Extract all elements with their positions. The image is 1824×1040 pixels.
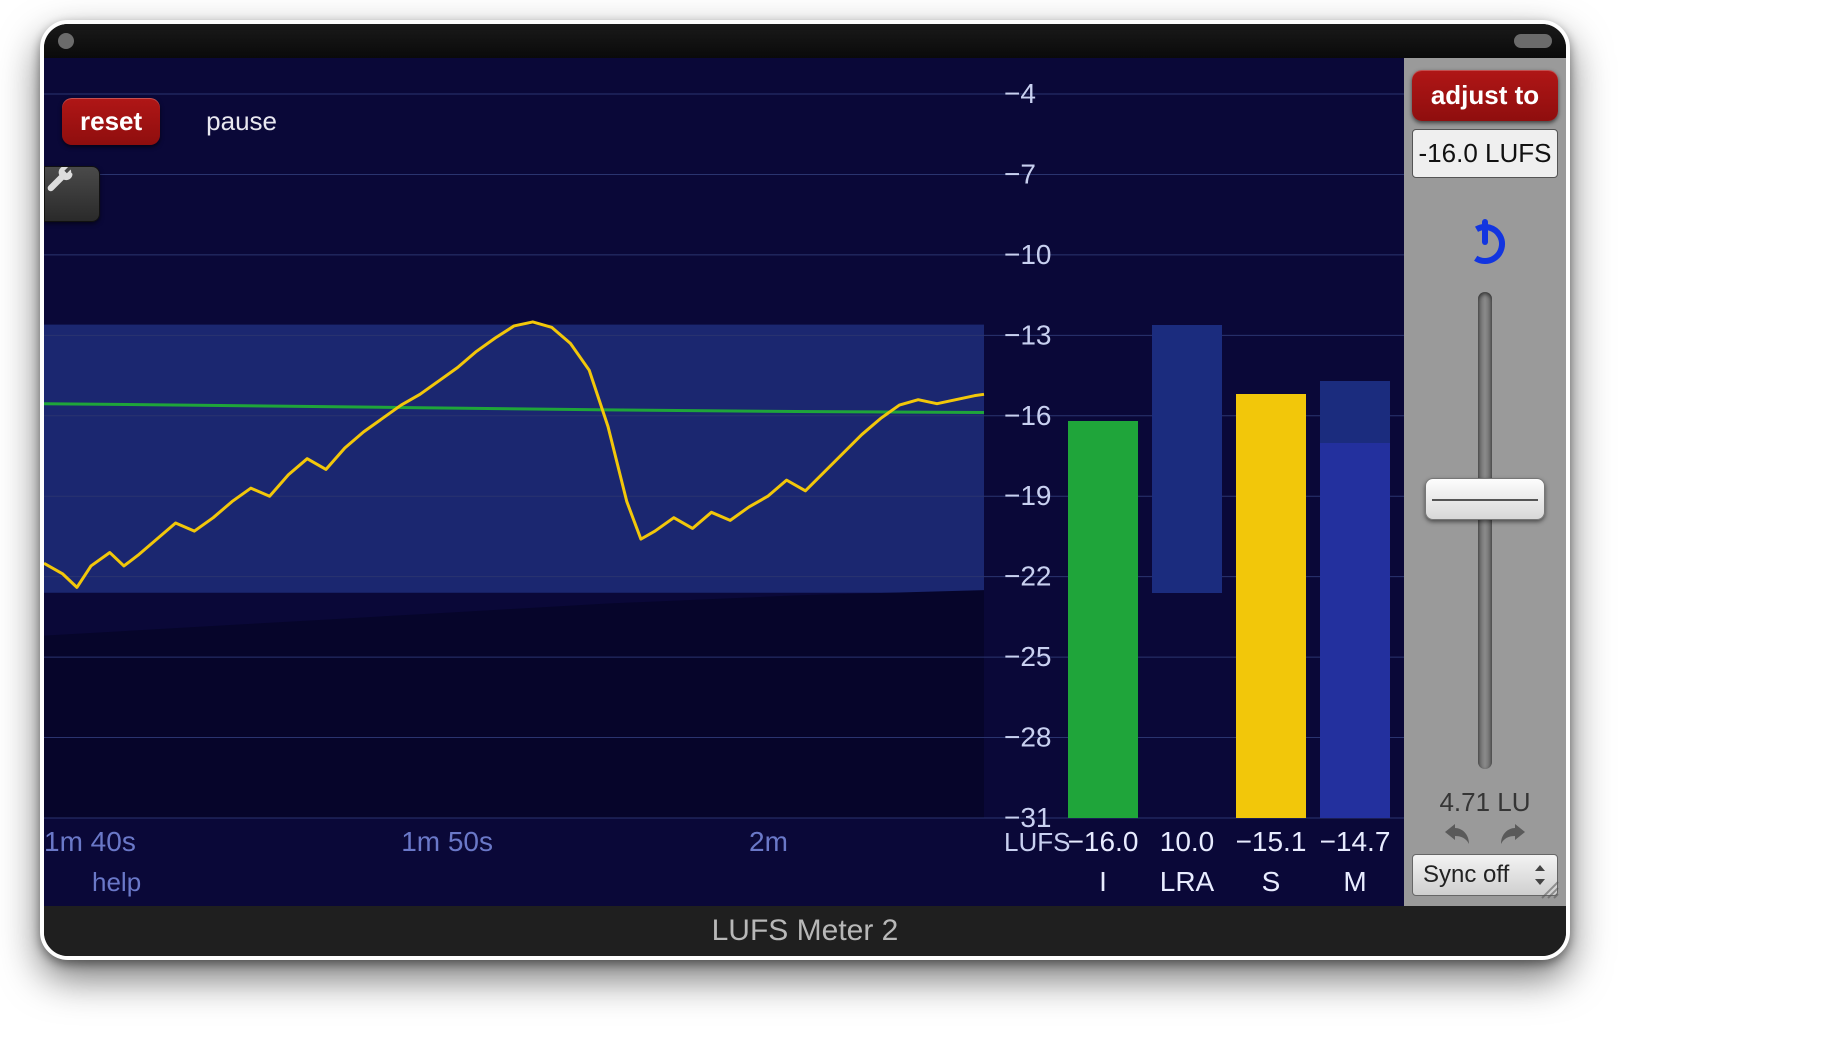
svg-text:−16: −16	[1004, 400, 1052, 431]
time-axis-label: 1m 50s	[401, 826, 493, 858]
svg-text:−28: −28	[1004, 722, 1052, 753]
meter-bar-fill	[1320, 443, 1390, 818]
redo-icon[interactable]	[1497, 824, 1527, 848]
time-axis-label: 1m 40s	[44, 826, 136, 858]
sync-dropdown-label: Sync off	[1423, 861, 1509, 889]
gain-slider[interactable]	[1478, 292, 1492, 769]
gain-readout: 4.71 LU	[1439, 787, 1530, 818]
meter-bar-integrated	[1068, 94, 1138, 818]
history-chart: −4−7−10−13−16−19−22−25−28−31 reset pause…	[44, 58, 1064, 906]
meter-bar-fill	[1068, 421, 1138, 818]
svg-text:−13: −13	[1004, 319, 1052, 350]
meter-bar-label: M	[1305, 866, 1405, 898]
reset-button[interactable]: reset	[62, 98, 160, 145]
meter-bar-fill	[1236, 394, 1306, 818]
wrench-icon	[45, 167, 75, 197]
time-axis-label: 2m	[749, 826, 788, 858]
help-link[interactable]: help	[92, 867, 141, 898]
history-chart-canvas: −4−7−10−13−16−19−22−25−28−31	[44, 58, 1064, 914]
pause-button[interactable]: pause	[188, 98, 295, 145]
resize-grip-icon[interactable]	[1538, 878, 1560, 900]
svg-text:−10: −10	[1004, 239, 1052, 270]
sync-dropdown[interactable]: Sync off	[1412, 854, 1558, 896]
meter-bars: LUFS −16.0I10.0LRA−15.1S−14.7M	[1064, 58, 1404, 906]
meter-bar-momentary	[1320, 94, 1390, 818]
gain-panel: adjust to -16.0 LUFS 4.71 LU	[1404, 58, 1566, 906]
chart-toolbar: reset pause	[62, 98, 295, 145]
bypass-button[interactable]	[1459, 216, 1511, 268]
settings-button[interactable]	[44, 166, 100, 222]
close-dot[interactable]	[58, 33, 74, 49]
meter-bar-short	[1236, 94, 1306, 818]
plugin-body: −4−7−10−13−16−19−22−25−28−31 reset pause…	[44, 58, 1566, 906]
target-lufs-field[interactable]: -16.0 LUFS	[1412, 129, 1558, 178]
titlebar	[44, 24, 1566, 58]
svg-text:−19: −19	[1004, 480, 1052, 511]
titlebar-pill	[1514, 34, 1552, 48]
undo-icon[interactable]	[1443, 824, 1473, 848]
svg-text:−25: −25	[1004, 641, 1052, 672]
meter-bar-lra	[1152, 94, 1222, 818]
svg-text:−22: −22	[1004, 561, 1052, 592]
svg-text:−7: −7	[1004, 158, 1036, 189]
power-icon	[1459, 216, 1511, 268]
adjust-to-button[interactable]: adjust to	[1412, 70, 1558, 121]
meter-bar-ghost	[1320, 381, 1390, 443]
plugin-window: −4−7−10−13−16−19−22−25−28−31 reset pause…	[40, 20, 1570, 960]
gain-slider-thumb[interactable]	[1425, 478, 1545, 520]
meter-bar-value: −14.7	[1305, 826, 1405, 858]
svg-text:−4: −4	[1004, 78, 1036, 109]
meter-bar-ghost	[1152, 325, 1222, 593]
plugin-title: LUFS Meter 2	[44, 906, 1566, 956]
